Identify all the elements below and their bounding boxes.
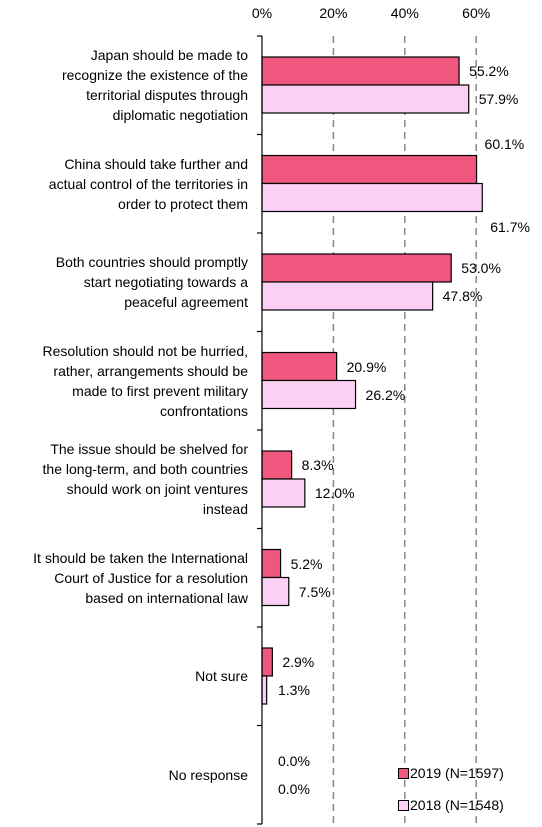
value-label-s1-5: 5.2% — [290, 555, 323, 572]
bar-s1-1 — [261, 154, 478, 185]
bar-s1-6 — [261, 647, 273, 677]
category-label-line: start negotiating towards a — [83, 274, 248, 290]
category-label-line: recognize the existence of the — [61, 67, 248, 83]
category-label-line: made to first prevent military — [72, 382, 248, 399]
category-label-line: territorial disputes through — [86, 87, 248, 103]
value-label-s2-5: 7.5% — [298, 583, 331, 600]
legend-label-1: 2018 (N=1548) — [410, 797, 504, 813]
category-label-line: based on international law — [85, 589, 248, 606]
x-tick-label-20: 20% — [319, 5, 348, 21]
value-label-s2-4: 12.0% — [314, 485, 355, 501]
category-label-line: Resolution should not be hurried, — [42, 342, 248, 359]
category-label-3: Resolution should not be hurried, rather,… — [2, 341, 248, 421]
bar-s2-3 — [261, 379, 357, 410]
legend-label-0: 2019 (N=1597) — [410, 765, 504, 781]
value-label-s1-6: 2.9% — [282, 654, 315, 670]
category-label-line: Not sure — [195, 668, 248, 684]
category-label-2: Both countries should promptly start nego… — [2, 252, 248, 312]
category-label-line: rather, arrangements should be — [53, 362, 248, 379]
value-label-s2-2: 47.8% — [442, 288, 483, 304]
legend-swatch-0 — [398, 768, 409, 779]
value-label-s1-0: 55.2% — [469, 63, 509, 79]
x-tick-label-0: 0% — [251, 5, 273, 21]
value-label-s1-7: 0.0% — [278, 752, 310, 769]
category-label-line: actual control of the territories in — [48, 175, 248, 192]
legend-item-0: 2019 (N=1597) — [398, 765, 504, 781]
category-label-line: Both countries should promptly — [55, 254, 248, 270]
x-tick-label-40: 40% — [390, 5, 419, 21]
category-label-6: Not sure — [2, 666, 248, 686]
value-label-s2-3: 26.2% — [365, 386, 406, 403]
category-label-line: The issue should be shelved for — [50, 441, 248, 457]
bar-s2-4 — [261, 478, 306, 508]
legend-swatch-1 — [398, 800, 409, 811]
category-label-line: peaceful agreement — [124, 294, 248, 310]
bar-s1-4 — [261, 450, 293, 480]
value-label-s1-3: 20.9% — [346, 358, 387, 375]
bar-s1-2 — [261, 253, 452, 283]
value-label-s2-6: 1.3% — [278, 682, 310, 698]
value-label-s2-1: 61.7% — [490, 218, 530, 235]
value-label-s1-1: 60.1% — [484, 135, 525, 152]
category-label-1: China should take further and actual cont… — [2, 154, 248, 214]
bar-s1-3 — [261, 351, 338, 382]
category-label-line: confrontations — [160, 402, 248, 419]
value-label-s2-0: 57.9% — [478, 91, 519, 107]
category-label-7: No response — [2, 765, 248, 785]
x-tick-label-60: 60% — [462, 5, 491, 21]
bar-s2-2 — [261, 281, 434, 311]
bar-s2-1 — [261, 182, 483, 213]
category-label-line: order to protect them — [118, 195, 248, 212]
category-label-line: China should take further and — [64, 155, 248, 172]
category-label-line: the long-term, and both countries — [42, 461, 248, 477]
category-label-line: Court of Justice for a resolution — [54, 569, 248, 586]
bar-s1-0 — [261, 56, 460, 86]
bar-s2-0 — [261, 84, 470, 114]
category-label-5: It should be taken the International Cour… — [2, 548, 248, 608]
category-label-line: diplomatic negotiation — [112, 107, 248, 123]
category-label-0: Japan should be made to recognize the exi… — [2, 45, 248, 125]
category-label-4: The issue should be shelved for the long-… — [2, 439, 248, 519]
bar-s1-5 — [261, 548, 282, 579]
value-label-s1-4: 8.3% — [301, 457, 334, 473]
category-label-line: No response — [168, 766, 248, 783]
category-label-line: Japan should be made to — [90, 47, 248, 63]
category-label-line: It should be taken the International — [33, 549, 248, 566]
bar-s2-5 — [261, 576, 290, 607]
bar-s2-6 — [261, 675, 268, 705]
value-label-s1-2: 53.0% — [461, 260, 501, 276]
legend-item-1: 2018 (N=1548) — [398, 797, 504, 813]
category-label-line: should work on joint ventures — [66, 481, 248, 497]
category-label-line: instead — [202, 501, 248, 517]
value-label-s2-7: 0.0% — [278, 780, 310, 797]
